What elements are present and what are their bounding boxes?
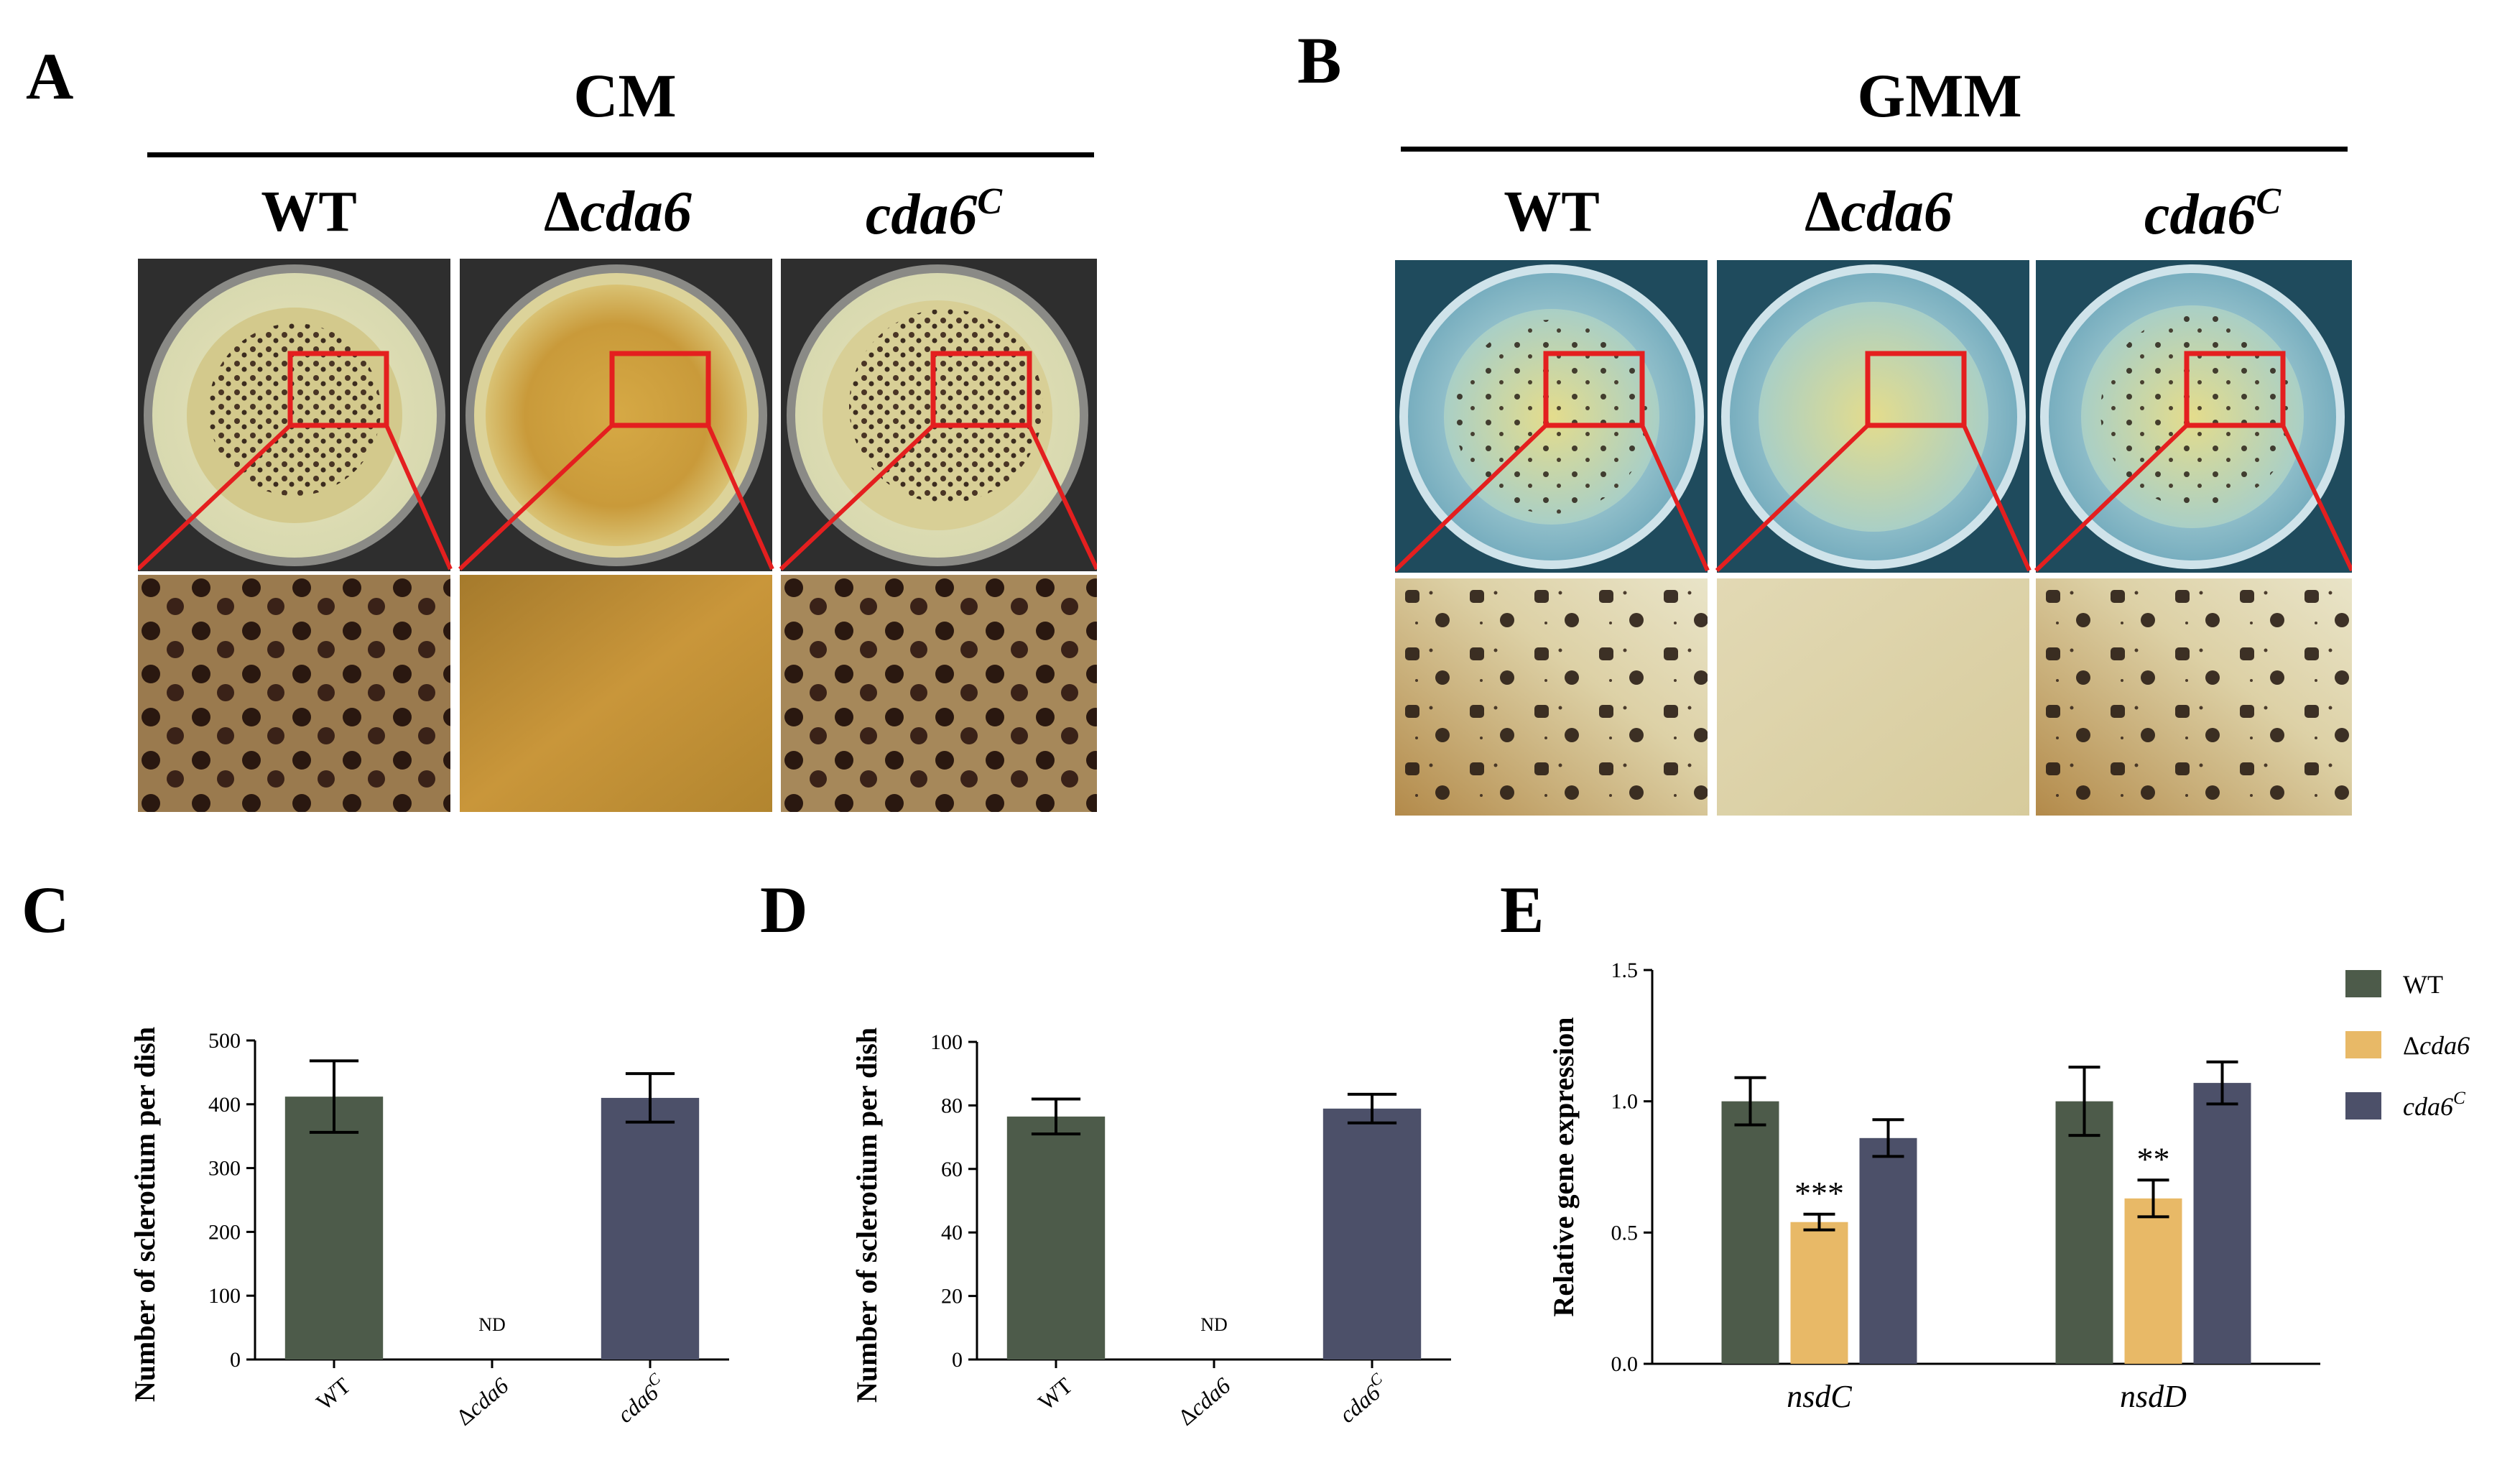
bar-0 bbox=[1006, 1116, 1106, 1359]
y-tick-label: 60 bbox=[941, 1158, 963, 1181]
zoom-a-comp bbox=[781, 575, 1097, 812]
bar-2 bbox=[601, 1097, 700, 1359]
x-tick-label-0: WT bbox=[1033, 1372, 1078, 1415]
annotation-1: ND bbox=[1200, 1314, 1228, 1335]
y-tick-label: 20 bbox=[941, 1285, 963, 1308]
y-axis-label: Relative gene expression bbox=[1547, 1017, 1580, 1317]
panel-a-strain-wt: WT bbox=[261, 180, 357, 244]
y-axis-label: Number of sclerotium per dish bbox=[129, 1027, 161, 1402]
chart-d: 0 20 40 60 80 100 Number of sclerotium per dis… bbox=[851, 1028, 1451, 1431]
y-tick-label: 500 bbox=[208, 1029, 241, 1053]
panel-b-strain-delta: Δcda6 bbox=[1805, 180, 1952, 244]
y-tick-label: 0 bbox=[230, 1348, 241, 1372]
legend-swatch-0 bbox=[2345, 970, 2381, 997]
panel-a-rule bbox=[147, 152, 1094, 157]
chart-c: 0 100 200 300 400 500 Number of sclerotium per… bbox=[129, 1027, 729, 1431]
annotation-1: ND bbox=[478, 1314, 506, 1335]
y-tick-label: 80 bbox=[941, 1094, 963, 1117]
y-tick-label: 1.5 bbox=[1611, 959, 1639, 982]
legend-label-0: WT bbox=[2403, 970, 2443, 999]
y-tick-label: 300 bbox=[208, 1157, 241, 1181]
panel-b-strain-wt: WT bbox=[1504, 180, 1600, 244]
zoom-b-comp bbox=[2036, 578, 2352, 816]
panel-letter-b: B bbox=[1297, 24, 1342, 97]
y-tick-label: 0.0 bbox=[1611, 1352, 1639, 1376]
legend-label-1: Δcda6 bbox=[2403, 1031, 2470, 1060]
zoom-a-wt bbox=[138, 575, 450, 812]
panel-b-strain-comp: cda6C bbox=[2144, 181, 2282, 246]
bar-2 bbox=[1322, 1108, 1422, 1359]
bar-nsdC-2 bbox=[1859, 1137, 1917, 1364]
x-tick-label-0: WT bbox=[311, 1372, 356, 1415]
panel-b-zoom-row bbox=[1395, 578, 2352, 816]
chart-e: 0.0 0.5 1.0 1.5 Relative gene expression *** n… bbox=[1547, 959, 2470, 1414]
panel-a-strain-comp: cda6C bbox=[865, 181, 1003, 246]
x-tick-label-1: Δcda6 bbox=[451, 1372, 514, 1431]
x-tick-label-1: Δcda6 bbox=[1173, 1372, 1236, 1431]
bar-nsdC-1 bbox=[1790, 1222, 1848, 1364]
panel-a-condition: CM bbox=[573, 61, 677, 130]
x-tick-label-1: nsdD bbox=[2120, 1379, 2187, 1414]
plate-a-delta bbox=[460, 259, 772, 571]
y-tick-label: 100 bbox=[930, 1030, 963, 1054]
y-tick-label: 100 bbox=[208, 1284, 241, 1308]
panel-letter-c: C bbox=[22, 873, 70, 946]
legend-swatch-1 bbox=[2345, 1031, 2381, 1058]
y-tick-label: 0 bbox=[952, 1348, 963, 1372]
significance-nsdC-1: *** bbox=[1794, 1175, 1844, 1211]
y-tick-label: 40 bbox=[941, 1221, 963, 1245]
panel-letter-d: D bbox=[760, 873, 808, 946]
y-axis-label: Number of sclerotium per dish bbox=[851, 1028, 883, 1403]
zoom-b-wt bbox=[1395, 578, 1708, 816]
legend-label-2: cda6C bbox=[2403, 1089, 2466, 1121]
bar-0 bbox=[284, 1097, 384, 1359]
panel-letter-e: E bbox=[1500, 873, 1544, 946]
bar-nsdD-0 bbox=[2055, 1101, 2113, 1364]
y-tick-label: 0.5 bbox=[1611, 1221, 1639, 1245]
y-tick-label: 400 bbox=[208, 1093, 241, 1117]
panel-b-plate-row bbox=[1395, 260, 2352, 573]
panel-a-zoom-row bbox=[138, 575, 1097, 812]
bar-nsdC-0 bbox=[1721, 1101, 1779, 1364]
x-tick-label-0: nsdC bbox=[1787, 1379, 1852, 1414]
zoom-a-delta bbox=[460, 575, 772, 812]
panel-b-rule bbox=[1401, 147, 2348, 152]
y-tick-label: 1.0 bbox=[1611, 1090, 1639, 1114]
x-tick-label-2: cda6C bbox=[610, 1369, 672, 1428]
zoom-b-delta bbox=[1717, 578, 2029, 816]
panel-a-strain-delta: Δcda6 bbox=[544, 180, 692, 244]
bar-nsdD-1 bbox=[2124, 1198, 2182, 1364]
panel-b-condition: GMM bbox=[1857, 61, 2022, 130]
bar-nsdD-2 bbox=[2193, 1083, 2251, 1364]
panel-letter-a: A bbox=[26, 40, 74, 113]
y-tick-label: 200 bbox=[208, 1220, 241, 1244]
panel-a-plate-row bbox=[138, 259, 1097, 571]
legend-swatch-2 bbox=[2345, 1092, 2381, 1120]
significance-nsdD-1: ** bbox=[2137, 1140, 2170, 1177]
x-tick-label-2: cda6C bbox=[1332, 1369, 1394, 1428]
